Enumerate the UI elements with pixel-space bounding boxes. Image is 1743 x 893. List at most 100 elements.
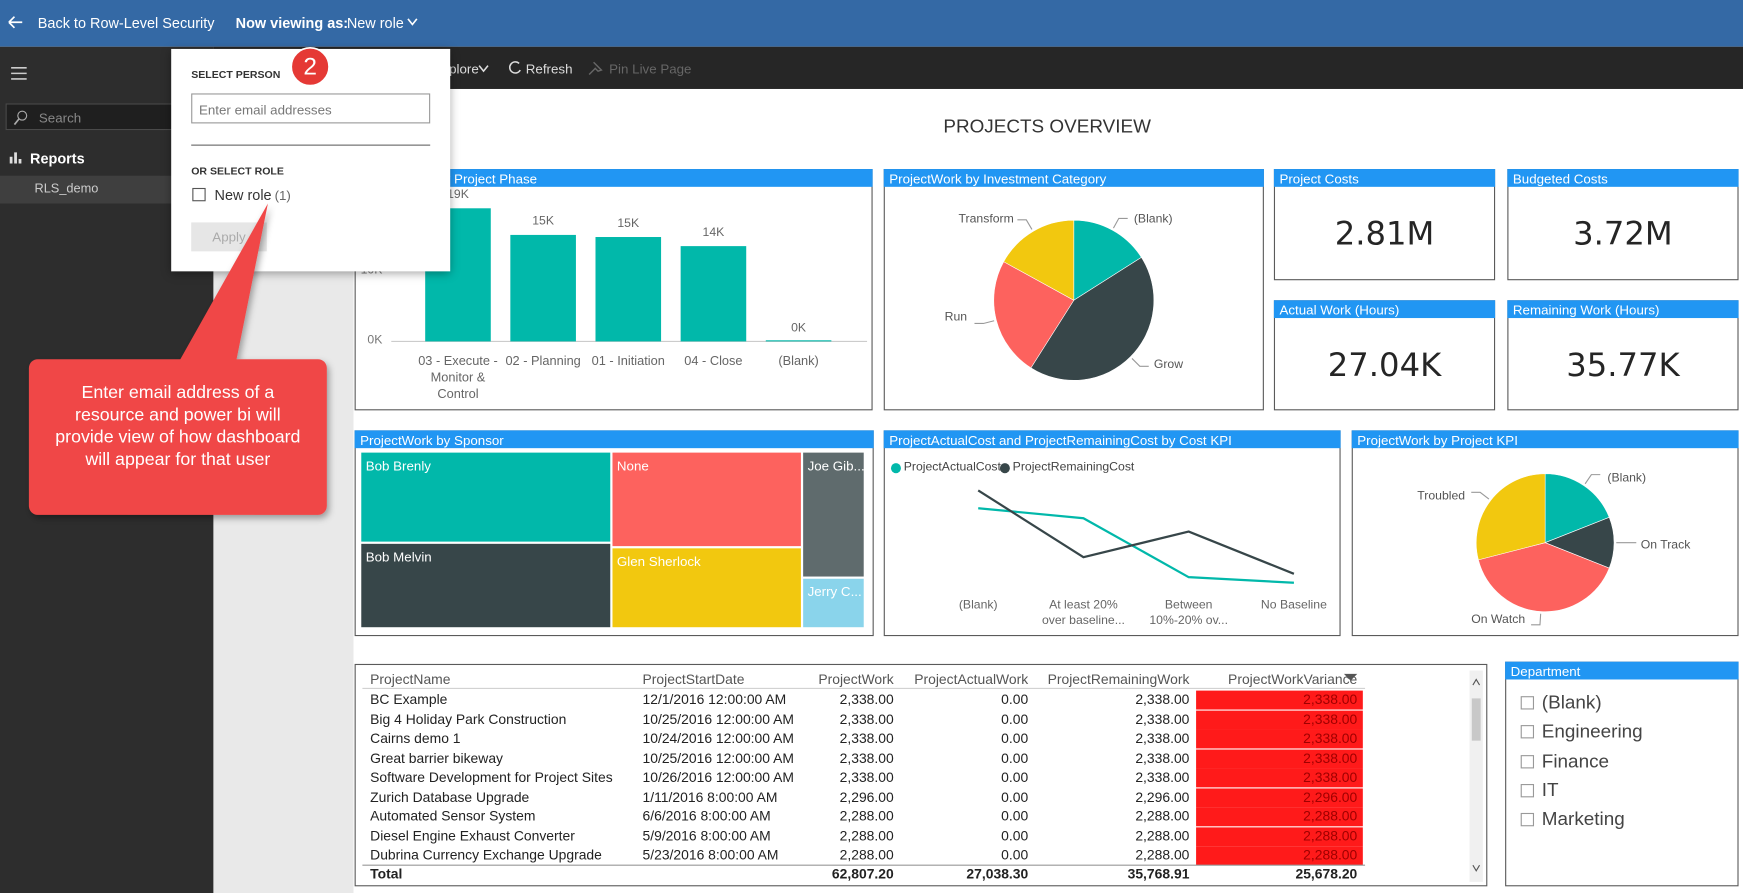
pie-slice: [1073, 219, 1142, 301]
table-cell: 2,338.00: [839, 769, 894, 786]
callout-text: Enter email address of a resource and po…: [55, 383, 301, 470]
slicer-item[interactable]: IT: [1541, 779, 1559, 801]
viewing-role[interactable]: New role: [346, 14, 404, 32]
slice-label: Grow: [1153, 358, 1184, 372]
x-tick-label: No Baseline: [1260, 598, 1327, 612]
back-arrow[interactable]: [8, 16, 23, 29]
table-cell: Cairns demo 1: [370, 730, 461, 747]
total-cell: 25,678.20: [1295, 866, 1358, 882]
table-cell: 0.00: [1001, 691, 1029, 708]
visual-title: ProjectWork by Project KPI: [1357, 432, 1518, 449]
slicer-item[interactable]: Finance: [1541, 750, 1610, 772]
nav-reports[interactable]: Reports: [30, 150, 85, 167]
table-cell: 2,296.00: [839, 789, 894, 805]
table-cell: 2,338.00: [839, 750, 894, 766]
treemap-label: Jerry C...: [807, 584, 862, 600]
legend-entry: ProjectRemainingCost: [1012, 460, 1135, 474]
table-cell: Software Development for Project Sites: [370, 769, 613, 786]
x-tick-label: 04 - Close: [684, 354, 743, 369]
visual-tile: [1507, 169, 1739, 281]
x-tick-label: (Blank): [958, 598, 998, 612]
role-checkbox[interactable]: [192, 187, 206, 202]
toolbar-pin: Pin Live Page: [609, 61, 692, 77]
slicer-item[interactable]: Engineering: [1541, 720, 1643, 743]
pie-slice: [1544, 473, 1610, 544]
slice-label: (Blank): [1133, 212, 1173, 226]
treemap-tile: [612, 548, 801, 628]
toolbar-refresh[interactable]: Refresh: [525, 61, 573, 77]
variance-cell: [1196, 846, 1363, 866]
total-cell: 35,768.91: [1127, 866, 1190, 882]
callout-box: [28, 359, 327, 515]
table-cell: 2,338.00: [1135, 691, 1190, 708]
data-label: 19K: [447, 188, 469, 202]
card-value: 27.04K: [1327, 345, 1442, 384]
column-header[interactable]: ProjectWork: [818, 671, 894, 688]
table-cell: 2,338.00: [1303, 769, 1358, 786]
visual-title: Remaining Work (Hours): [1512, 302, 1660, 319]
popup-heading: SELECT PERSON: [191, 68, 281, 82]
apply-label[interactable]: Apply: [212, 229, 246, 245]
visual-header: [1507, 300, 1739, 319]
pie-slice: [1030, 256, 1155, 381]
leader-line: [1471, 491, 1490, 500]
visual-title: Project Costs: [1279, 171, 1359, 187]
table-cell: 0.00: [1001, 769, 1029, 786]
column-header[interactable]: ProjectActualWork: [914, 671, 1029, 688]
table-cell: 2,338.00: [1135, 730, 1190, 747]
slicer-checkbox: [1520, 813, 1535, 827]
chevron[interactable]: [407, 18, 418, 26]
table-cell: 10/25/2016 12:00:00 AM: [642, 750, 794, 766]
back-link[interactable]: Back to Row-Level Security: [37, 14, 215, 32]
slicer-checkbox: [1520, 783, 1535, 798]
table-cell: Automated Sensor System: [370, 808, 536, 825]
column-header[interactable]: ProjectWorkVariance: [1228, 671, 1358, 688]
column-header[interactable]: ProjectName: [370, 671, 451, 688]
variance-cell: [1196, 807, 1363, 827]
bar: [510, 234, 576, 342]
refresh-icon[interactable]: [509, 61, 521, 74]
chevron[interactable]: [478, 65, 489, 73]
email-input[interactable]: [191, 93, 431, 124]
dashboard-title: PROJECTS OVERVIEW: [943, 115, 1151, 137]
column-header[interactable]: ProjectRemainingWork: [1047, 671, 1190, 688]
visual-header: [883, 169, 1264, 187]
visual-title: ProjectWork by Sponsor: [360, 432, 504, 449]
pie-slice: [1003, 219, 1075, 301]
variance-cell: [1196, 826, 1363, 846]
treemap-label: Joe Gib...: [807, 458, 865, 474]
y-tick-label: 0K: [367, 333, 383, 347]
slice-label: On Track: [1640, 538, 1691, 552]
table-cell: 10/26/2016 12:00:00 AM: [642, 769, 794, 786]
hamburger[interactable]: [11, 67, 27, 80]
treemap-tile: [612, 452, 801, 547]
visual-header: [354, 430, 874, 449]
table-cell: Great barrier bikeway: [370, 750, 504, 766]
table-cell: 0.00: [1001, 808, 1029, 825]
visual-header: [883, 430, 1341, 449]
legend-marker: [890, 463, 901, 474]
column-header[interactable]: ProjectStartDate: [642, 671, 745, 688]
table-cell: 0.00: [1001, 730, 1029, 747]
slicer-item[interactable]: Marketing: [1541, 808, 1625, 830]
table-cell: 0.00: [1001, 711, 1029, 727]
total-cell: 62,807.20: [831, 866, 894, 882]
slicer-item[interactable]: (Blank): [1541, 691, 1602, 713]
toolbar-explore[interactable]: plore: [449, 61, 479, 77]
role-name[interactable]: New role: [214, 186, 272, 204]
step-number: 2: [303, 53, 317, 80]
top-bar: [0, 0, 1743, 47]
search-icon: [17, 110, 28, 121]
role-count: (1): [274, 187, 291, 204]
treemap-label: Glen Sherlock: [616, 553, 701, 570]
treemap-tile: [803, 452, 864, 577]
nav-item[interactable]: RLS_demo: [34, 182, 99, 196]
table-cell: 2,288.00: [1303, 847, 1358, 863]
table-cell: 1/11/2016 8:00:00 AM: [642, 789, 778, 805]
table-cell: 2,338.00: [1303, 691, 1358, 708]
visual-title: Actual Work (Hours): [1279, 302, 1400, 319]
